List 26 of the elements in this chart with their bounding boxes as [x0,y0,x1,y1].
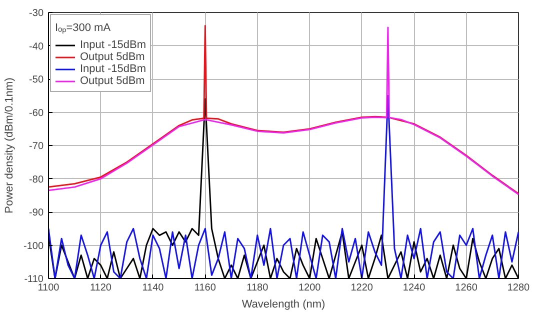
y-tick-label: -50 [29,74,44,86]
y-tick-label: -60 [29,108,44,119]
legend-label: Output 5dBm [80,75,145,87]
x-tick-label: 1260 [455,282,478,294]
x-tick-label: 1240 [402,282,426,294]
x-tick-label: 1140 [142,282,164,294]
y-tick-label: -40 [29,41,44,52]
x-tick-label: 1180 [246,282,269,294]
y-tick-label: -70 [29,141,44,152]
legend-title: Iₒₚ=300 mA [55,21,112,34]
x-tick-label: 1200 [298,282,322,294]
y-axis-title: Power density (dBm/0.1nm) [3,78,16,214]
x-tick-label: 1280 [507,282,530,294]
x-tick-label: 1120 [90,282,112,294]
x-axis-title: Wavelength (nm) [242,298,326,310]
legend-label: Input -15dBm [80,63,146,75]
x-tick-label: 1160 [194,282,216,294]
legend-label: Output 5dBm [80,51,145,63]
y-tick-label: -110 [24,274,44,285]
x-tick-label: 1220 [350,282,374,294]
y-tick-label: -90 [29,208,44,218]
legend-label: Input -15dBm [80,39,146,51]
x-tick-label: 1100 [38,282,60,294]
y-tick-label: -80 [29,174,44,186]
y-tick-label: -30 [29,8,44,19]
y-tick-label: -100 [23,240,44,252]
